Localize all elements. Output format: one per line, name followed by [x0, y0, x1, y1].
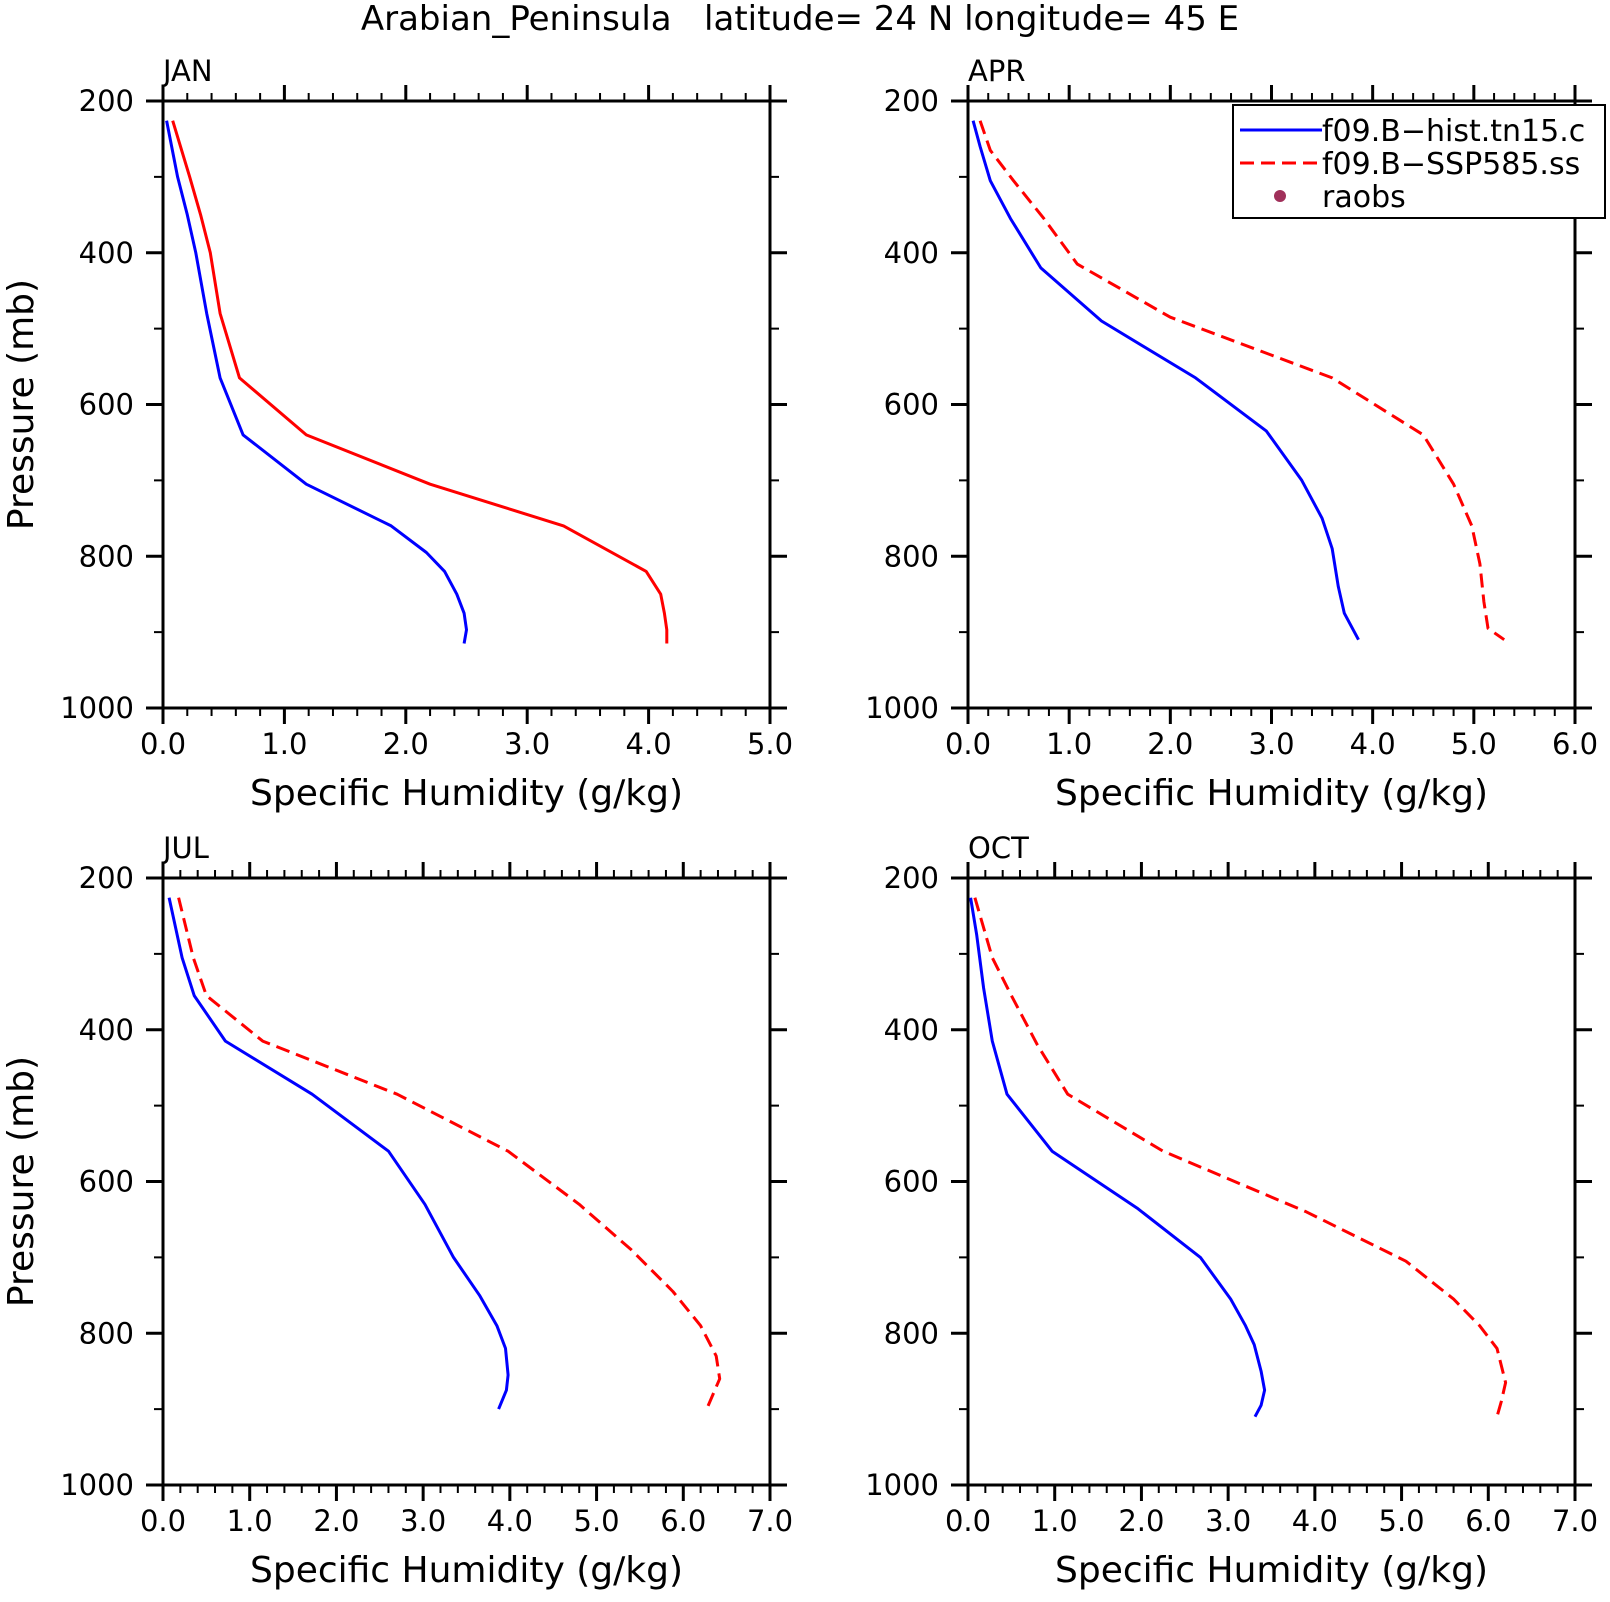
series-line-hist — [971, 120, 1360, 641]
x-tick-label: 5.0 — [1451, 727, 1497, 761]
x-tick-label: 1.0 — [1046, 727, 1092, 761]
x-tick-label: 3.0 — [1248, 727, 1294, 761]
figure-title: Arabian_Peninsula latitude= 24 N longitu… — [361, 0, 1239, 39]
legend-label: f09.B−hist.tn15.c — [1322, 114, 1585, 149]
y-axis-label: Pressure (mb) — [1, 279, 42, 530]
panel-jul: 0.0 1.0 2.0 3.0 4.0 5.0 6.0 7.0 200 400 600 800 1000… — [1, 831, 793, 1591]
panel-label: JAN — [161, 54, 213, 88]
x-tick-label: 6.0 — [1465, 1504, 1511, 1538]
panel-label: JUL — [161, 831, 209, 865]
legend-swatch-dot — [1274, 190, 1286, 202]
y-tick-label: 400 — [79, 1013, 134, 1047]
x-tick-label: 4.0 — [1350, 727, 1396, 761]
x-tick-label: 0.0 — [945, 1504, 991, 1538]
series-line-ssp585 — [177, 897, 722, 1410]
series-line-ssp585 — [973, 897, 1508, 1418]
panel-label: OCT — [968, 831, 1029, 865]
panels: 0.0 1.0 2.0 3.0 4.0 5.0 200 400 600 800 1000 JAN Spe… — [1, 54, 1598, 1591]
x-tick-label: 1.0 — [261, 727, 307, 761]
x-axis-label: Specific Humidity (g/kg) — [250, 773, 683, 814]
y-tick-label: 1000 — [865, 1468, 939, 1502]
x-tick-label: 6.0 — [1552, 727, 1598, 761]
series-line-hist — [171, 120, 669, 644]
x-axis-label: Specific Humidity (g/kg) — [1055, 773, 1488, 814]
x-tick-label: 5.0 — [747, 727, 793, 761]
y-tick-label: 1000 — [60, 691, 134, 725]
y-tick-label: 600 — [79, 388, 134, 422]
panel-apr: 0.0 1.0 2.0 3.0 4.0 5.0 6.0 200 400 600 800 1000 APR… — [865, 54, 1598, 814]
x-tick-label: 0.0 — [140, 727, 186, 761]
plot-frame — [966, 876, 1577, 1487]
y-tick-label: 400 — [884, 236, 939, 270]
series-line-hist — [165, 120, 468, 644]
y-tick-label: 600 — [79, 1165, 134, 1199]
x-tick-label: 3.0 — [400, 1504, 446, 1538]
x-tick-label: 7.0 — [747, 1504, 793, 1538]
series-line-ssp585 — [978, 120, 1506, 641]
y-tick-label: 800 — [79, 1316, 134, 1350]
x-tick-label: 1.0 — [227, 1504, 273, 1538]
y-tick-label: 400 — [884, 1013, 939, 1047]
y-axis-label: Pressure (mb) — [1, 1056, 42, 1307]
panel-oct: 0.0 1.0 2.0 3.0 4.0 5.0 6.0 7.0 200 400 600 800 1000… — [865, 831, 1598, 1591]
y-tick-label: 1000 — [865, 691, 939, 725]
y-tick-label: 1000 — [60, 1468, 134, 1502]
x-tick-label: 5.0 — [1379, 1504, 1425, 1538]
y-tick-label: 600 — [884, 388, 939, 422]
y-tick-label: 600 — [884, 1165, 939, 1199]
x-tick-label: 2.0 — [313, 1504, 359, 1538]
y-tick-label: 800 — [79, 539, 134, 573]
legend-label: raobs — [1322, 180, 1406, 215]
y-tick-label: 200 — [884, 84, 939, 118]
x-tick-label: 0.0 — [140, 1504, 186, 1538]
x-tick-label: 4.0 — [487, 1504, 533, 1538]
y-tick-label: 800 — [884, 1316, 939, 1350]
legend-label: f09.B−SSP585.ss — [1322, 147, 1580, 182]
plot-frame — [161, 99, 772, 710]
plot-frame — [161, 876, 772, 1487]
x-axis-label: Specific Humidity (g/kg) — [1055, 1550, 1488, 1591]
y-tick-label: 200 — [79, 861, 134, 895]
x-tick-label: 1.0 — [1032, 1504, 1078, 1538]
x-tick-label: 7.0 — [1552, 1504, 1598, 1538]
x-tick-label: 2.0 — [1147, 727, 1193, 761]
x-tick-label: 3.0 — [1205, 1504, 1251, 1538]
series-line-hist — [167, 897, 510, 1410]
x-tick-label: 3.0 — [504, 727, 550, 761]
x-tick-label: 6.0 — [660, 1504, 706, 1538]
y-tick-label: 800 — [884, 539, 939, 573]
x-tick-label: 2.0 — [1118, 1504, 1164, 1538]
panel-label: APR — [968, 54, 1025, 88]
x-tick-label: 0.0 — [945, 727, 991, 761]
x-tick-label: 2.0 — [383, 727, 429, 761]
y-tick-label: 200 — [79, 84, 134, 118]
x-tick-label: 4.0 — [626, 727, 672, 761]
series-line-hist — [969, 897, 1267, 1418]
x-axis-label: Specific Humidity (g/kg) — [250, 1550, 683, 1591]
x-tick-label: 5.0 — [574, 1504, 620, 1538]
panel-jan: 0.0 1.0 2.0 3.0 4.0 5.0 200 400 600 800 1000 JAN Spe… — [1, 54, 793, 814]
x-tick-label: 4.0 — [1292, 1504, 1338, 1538]
y-tick-label: 200 — [884, 861, 939, 895]
y-tick-label: 400 — [79, 236, 134, 270]
